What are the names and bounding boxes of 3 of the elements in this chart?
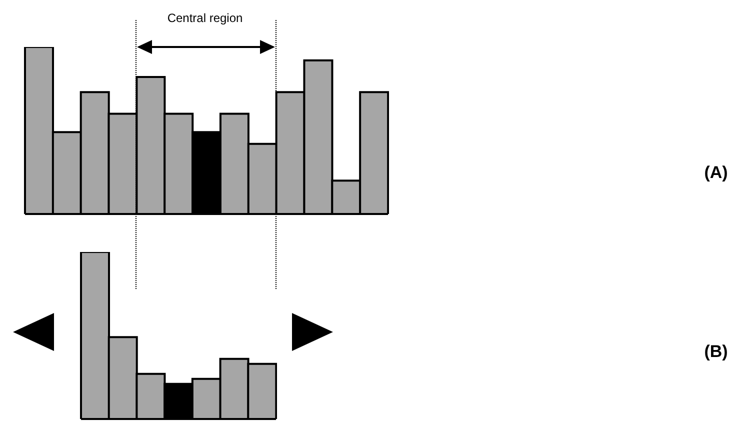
text: (A) <box>704 163 728 182</box>
text: Central region <box>167 11 243 25</box>
text: (B) <box>704 342 728 361</box>
